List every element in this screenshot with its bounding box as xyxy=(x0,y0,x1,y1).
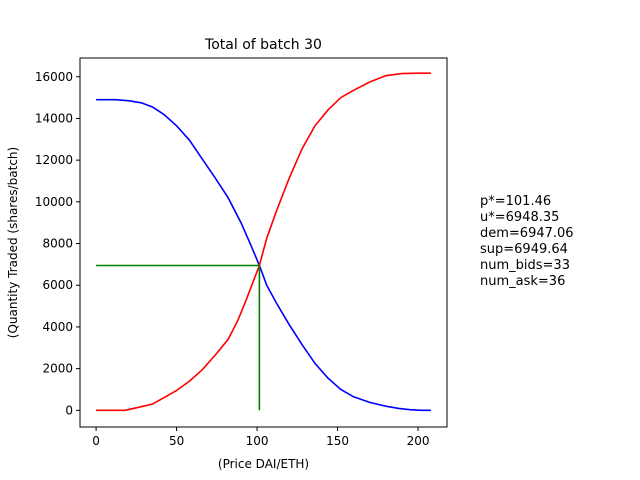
x-tick-label: 200 xyxy=(407,434,430,448)
series-line-0 xyxy=(96,98,431,412)
stat-equilibrium-price: p*=101.46 xyxy=(480,194,552,209)
y-tick-label: 8000 xyxy=(42,237,73,251)
y-tick-label: 16000 xyxy=(35,70,73,84)
plot-frame xyxy=(79,57,448,428)
stat-num-bids: num_bids=33 xyxy=(480,258,570,273)
y-tick-label: 14000 xyxy=(35,111,73,125)
x-axis-label: (Price DAI/ETH) xyxy=(218,457,309,471)
stat-num-ask: num_ask=36 xyxy=(480,274,566,289)
stat-demand: dem=6947.06 xyxy=(480,226,574,241)
y-tick-label: 6000 xyxy=(42,278,73,292)
y-tick-label: 10000 xyxy=(35,195,73,209)
y-tick-label: 2000 xyxy=(42,362,73,376)
y-tick-label: 0 xyxy=(65,403,73,417)
y-tick-label: 12000 xyxy=(35,153,73,167)
chart-title: Total of batch 30 xyxy=(204,37,322,53)
x-tick-label: 0 xyxy=(92,434,100,448)
equilibrium-stats: p*=101.46 u*=6948.35 dem=6947.06 sup=694… xyxy=(480,194,574,290)
y-tick-label: 4000 xyxy=(42,320,73,334)
y-axis-label: (Quantity Traded (shares/batch) xyxy=(6,147,20,338)
series-line-1 xyxy=(96,72,431,412)
stat-equilibrium-quantity: u*=6948.35 xyxy=(480,210,560,225)
x-tick-label: 150 xyxy=(326,434,349,448)
x-tick-label: 50 xyxy=(169,434,184,448)
stat-supply: sup=6949.64 xyxy=(480,242,568,257)
x-tick-label: 100 xyxy=(246,434,269,448)
